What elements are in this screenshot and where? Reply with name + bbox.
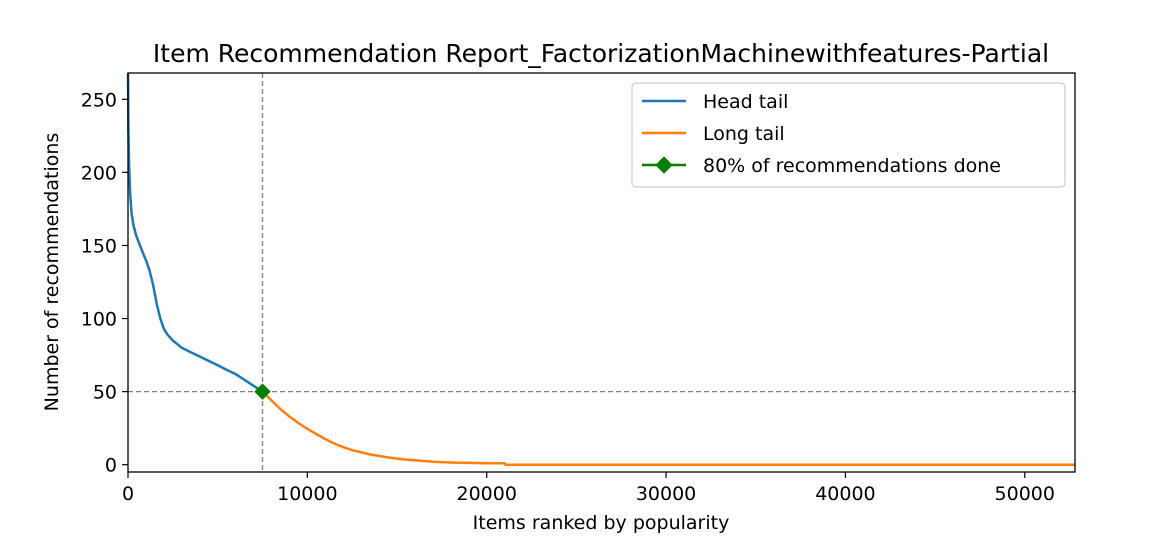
y-tick-label: 250	[81, 89, 117, 111]
markers	[254, 383, 271, 400]
x-axis: 0 10000 20000 30000 40000 50000	[122, 472, 1055, 505]
plot-area	[126, 72, 1076, 473]
legend-frame	[631, 82, 1066, 188]
legend-label-long-tail: Long tail	[703, 123, 785, 145]
y-axis: 0 50 100 150 200 250	[81, 89, 128, 477]
reference-lines	[128, 73, 1075, 472]
legend-label-head-tail: Head tail	[703, 91, 788, 113]
y-tick-label: 0	[105, 455, 117, 477]
legend-swatch-diamond	[655, 156, 673, 174]
legend-label-marker: 80% of recommendations done	[703, 155, 1001, 177]
legend: Head tail Long tail 80% of recommendatio…	[631, 82, 1066, 188]
x-tick-label: 30000	[636, 483, 696, 505]
plot-frame	[127, 72, 1076, 473]
chart-title: Item Recommendation Report_Factorization…	[153, 39, 1049, 68]
y-tick-label: 150	[81, 235, 117, 257]
x-tick-label: 40000	[815, 483, 875, 505]
y-axis-label: Number of recommendations	[41, 133, 63, 412]
y-tick-label: 100	[81, 309, 117, 331]
series-line-head-tail	[126, 72, 264, 393]
x-axis-label: Items ranked by popularity	[473, 512, 730, 534]
y-tick-label: 200	[81, 162, 117, 184]
x-tick-label: 20000	[456, 483, 516, 505]
x-tick-label: 50000	[995, 483, 1055, 505]
marker-80-percent	[254, 383, 271, 400]
series-lines	[126, 72, 1075, 466]
y-tick-label: 50	[93, 382, 117, 404]
x-tick-label: 0	[122, 483, 134, 505]
series-line-long-tail	[261, 390, 1075, 466]
x-tick-label: 10000	[277, 483, 337, 505]
